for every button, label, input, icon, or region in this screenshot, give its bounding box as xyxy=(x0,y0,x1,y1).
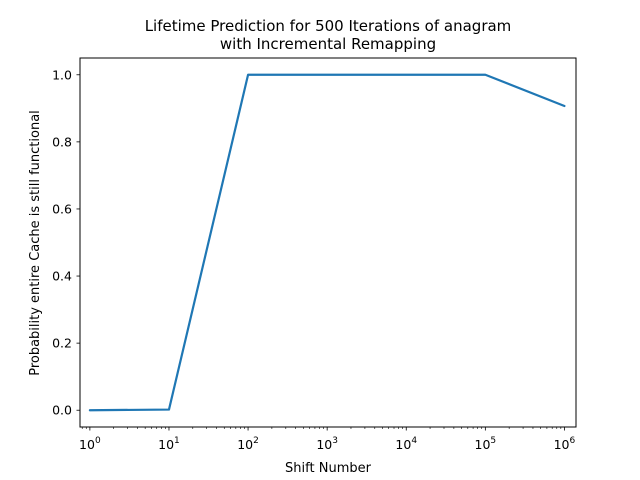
x-tick-label: 102 xyxy=(237,436,259,452)
x-tick-label: 104 xyxy=(395,436,417,452)
y-axis-label: Probability entire Cache is still functi… xyxy=(28,110,43,376)
y-tick-label: 0.0 xyxy=(52,403,72,418)
plot-area xyxy=(88,73,566,412)
y-tick-label: 0.4 xyxy=(52,269,72,284)
y-tick-label: 0.8 xyxy=(52,134,72,149)
x-tick-label: 100 xyxy=(79,436,101,452)
y-tick-label: 0.6 xyxy=(52,201,72,216)
x-tick-label: 106 xyxy=(554,436,576,452)
x-tick-label: 105 xyxy=(475,436,497,452)
y-tick-label: 1.0 xyxy=(52,67,72,82)
series-line xyxy=(88,73,566,412)
chart-title-line-1: Lifetime Prediction for 500 Iterations o… xyxy=(145,17,512,35)
chart-title-line-2: with Incremental Remapping xyxy=(220,35,436,53)
x-tick-label: 103 xyxy=(316,436,338,452)
y-axis-ticks: 0.0 0.2 0.4 0.6 0.8 1.0 xyxy=(52,67,80,418)
x-tick-label: 101 xyxy=(158,436,180,452)
x-axis-ticks: 100 101 102 103 104 105 106 xyxy=(79,427,576,452)
x-axis-label: Shift Number xyxy=(285,461,372,476)
y-tick-label: 0.2 xyxy=(52,336,72,351)
axes-frame xyxy=(79,57,577,428)
